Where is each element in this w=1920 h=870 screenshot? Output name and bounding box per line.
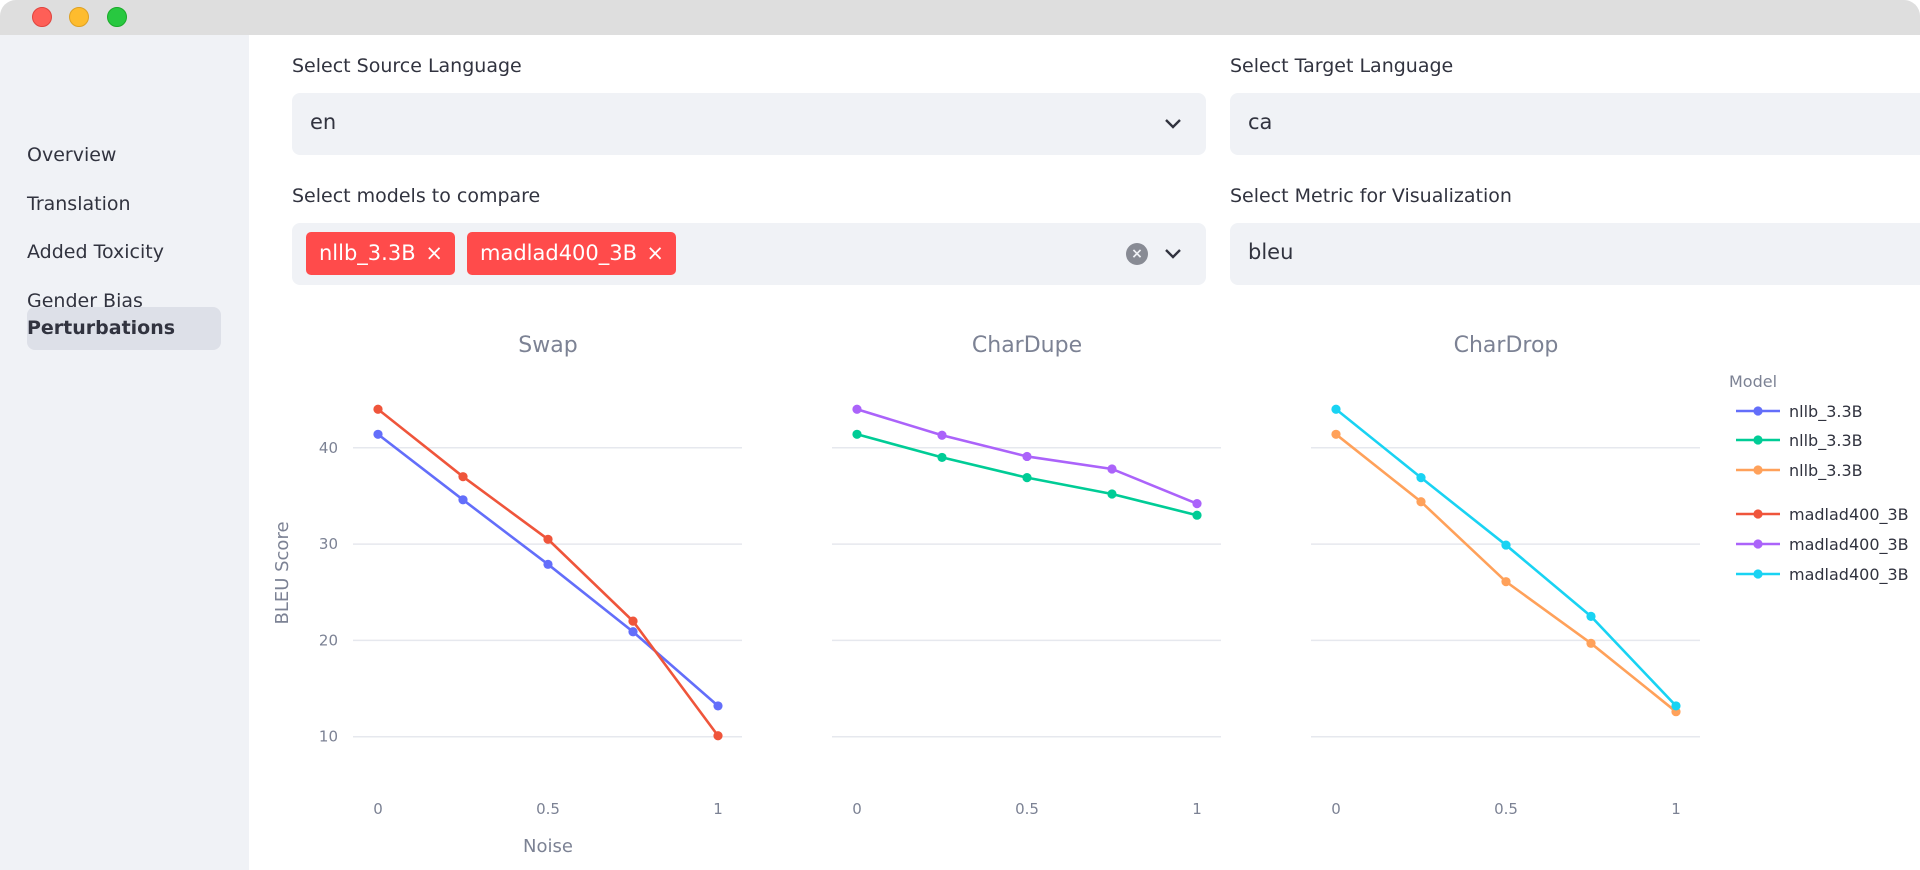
target-language-value: ca [1248,110,1273,134]
sidebar-item-perturbations[interactable]: Perturbations [27,307,221,350]
remove-tag-icon[interactable]: × [425,241,443,265]
target-language-select[interactable]: ca [1230,93,1920,155]
model-tag-label: madlad400_3B [480,241,638,265]
series-line [1335,408,1677,707]
source-language-value: en [310,110,337,134]
chevron-down-icon[interactable] [1164,246,1182,260]
legend-entry[interactable]: nllb_3.3B [1789,431,1863,451]
minimize-window-button[interactable] [69,7,89,27]
legend-entry[interactable]: madlad400_3B [1789,565,1909,585]
series-line [377,408,720,737]
panel-title: Swap [518,333,577,358]
sidebar-item-label: Translation [27,193,131,215]
data-point [1586,638,1596,648]
close-window-button[interactable] [32,7,52,27]
x-tick-label: 0.5 [1494,800,1518,818]
y-tick-label: 10 [319,728,338,746]
sidebar-item-label: Perturbations [27,317,176,339]
legend-marker [1753,435,1763,445]
sidebar-item-label: Added Toxicity [27,241,164,263]
maximize-window-button[interactable] [107,7,127,27]
data-point [373,429,383,439]
data-point [1022,451,1032,462]
data-point [1107,489,1117,499]
y-tick-label: 30 [319,535,338,553]
data-point [458,472,468,482]
data-point [543,534,553,544]
sidebar-item-translation[interactable]: Translation [27,183,221,226]
model-tag-label: nllb_3.3B [319,241,416,265]
sidebar-item-label: Gender Bias [27,290,143,312]
data-point [1192,499,1202,509]
x-tick-label: 0 [1331,800,1341,818]
data-point [852,404,862,414]
source-language-select[interactable]: en [292,93,1206,155]
target-language-label: Select Target Language [1230,55,1454,77]
source-language-label: Select Source Language [292,55,522,77]
sidebar-item-added-toxicity[interactable]: Added Toxicity [27,231,221,274]
data-point [937,452,947,463]
y-tick-label: 40 [319,439,338,457]
legend-marker [1753,569,1763,579]
legend-marker [1753,509,1763,519]
legend-marker [1753,539,1763,549]
data-point [1416,473,1426,483]
panel-title: CharDrop [1454,333,1559,358]
x-tick-label: 0.5 [1015,800,1039,818]
model-tag-nllb: nllb_3.3B × [306,232,455,275]
x-tick-label: 1 [1671,800,1681,818]
data-point [373,404,383,414]
x-tick-label: 1 [713,800,723,818]
y-axis-label: BLEU Score [272,521,293,624]
data-point [1671,701,1681,711]
models-multiselect[interactable]: nllb_3.3B × madlad400_3B × × [292,223,1206,285]
legend-marker [1753,465,1763,475]
x-tick-label: 0 [852,800,862,818]
x-tick-label: 1 [1192,800,1202,818]
y-tick-label: 20 [319,631,338,649]
metric-select[interactable]: bleu [1230,223,1920,285]
sidebar-item-label: Overview [27,144,117,166]
data-point [852,429,862,439]
remove-tag-icon[interactable]: × [646,241,664,265]
metric-label: Select Metric for Visualization [1230,185,1512,207]
data-point [1416,497,1426,507]
data-point [1022,473,1032,483]
data-point [1331,429,1341,439]
data-point [1501,577,1511,587]
legend-entry[interactable]: madlad400_3B [1789,535,1909,555]
panel-title: CharDupe [972,333,1082,358]
data-point [543,559,553,569]
data-point [628,616,638,626]
data-point [1331,404,1341,414]
x-axis-label: Noise [523,836,573,857]
legend-entry[interactable]: nllb_3.3B [1789,402,1863,422]
data-point [1586,611,1596,621]
legend-marker [1753,406,1763,416]
legend-entry[interactable]: nllb_3.3B [1789,461,1863,481]
data-point [628,627,638,637]
clear-all-icon[interactable]: × [1126,243,1148,265]
data-point [713,731,723,741]
window-titlebar [0,0,1920,35]
sidebar-item-overview[interactable]: Overview [27,134,221,177]
chevron-down-icon [1165,119,1181,129]
x-tick-label: 0.5 [536,800,560,818]
legend-entry[interactable]: madlad400_3B [1789,505,1909,525]
data-point [937,430,947,440]
data-point [458,495,468,505]
data-point [1107,464,1117,474]
metric-value: bleu [1248,240,1294,264]
series-line [1335,433,1677,713]
sidebar-item-gender-bias[interactable]: Gender Bias [27,280,221,323]
data-point [713,701,723,711]
model-tag-madlad: madlad400_3B × [467,232,676,275]
x-tick-label: 0 [373,800,383,818]
sidebar: Overview Translation Added Toxicity Gend… [0,35,249,870]
legend-title: Model [1729,372,1777,391]
data-point [1192,510,1202,520]
data-point [1501,540,1511,550]
models-label: Select models to compare [292,185,541,207]
